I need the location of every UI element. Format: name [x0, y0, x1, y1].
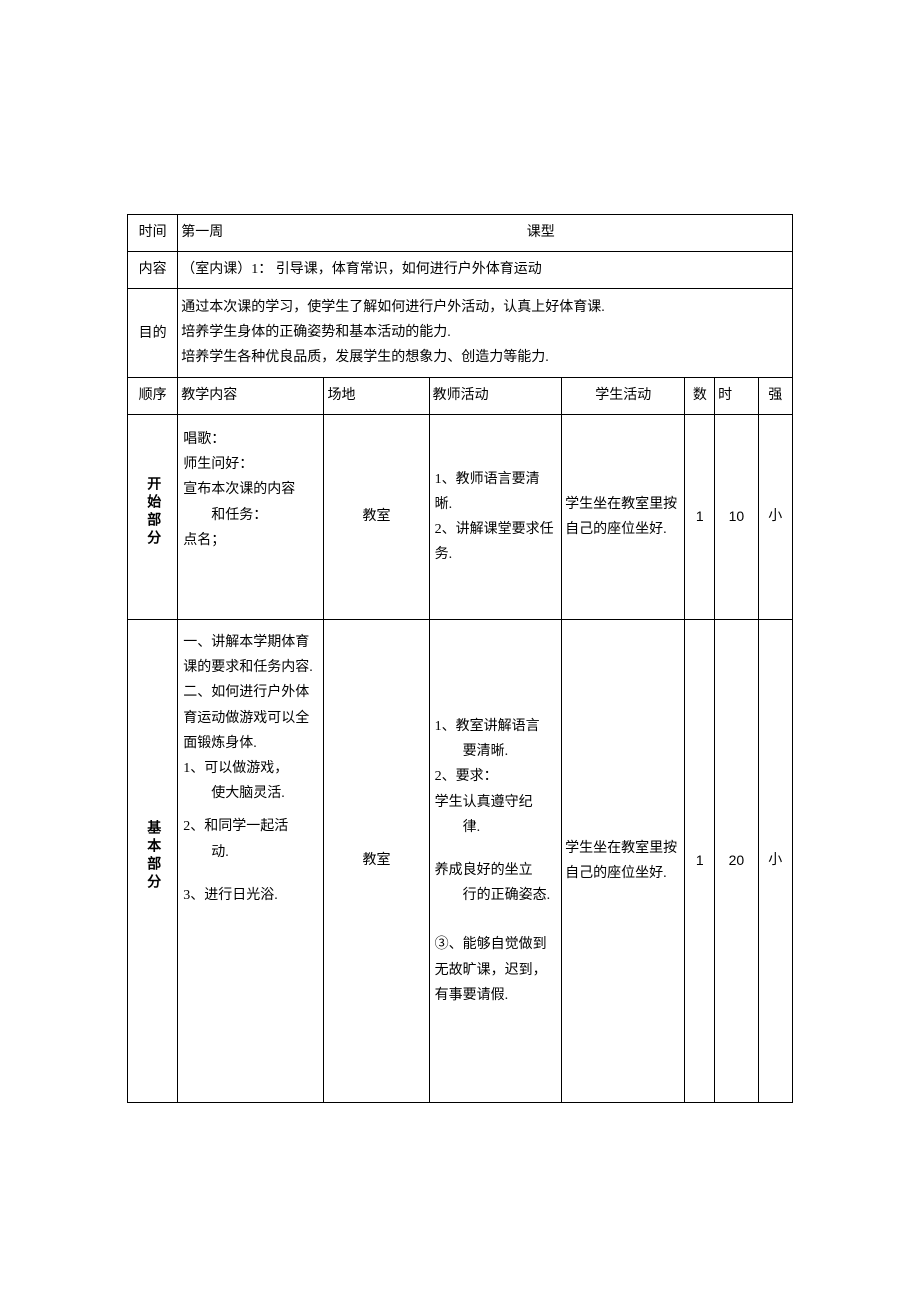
purpose-line-3: 培养学生各种优良品质，发展学生的想象力、创造力等能力. [181, 345, 789, 370]
cell-content-value: （室内课）1： 引导课，体育常识，如何进行户外体育运动 [178, 252, 793, 289]
start-section-text: 开始部分 [140, 476, 165, 548]
basic-teacher-l3a: 学生认真遵守纪 [435, 790, 557, 815]
basic-content: 一、讲解本学期体育课的要求和任务内容. 二、如何进行户外体育运动做游戏可以全面锻… [178, 620, 324, 1103]
lesson-plan-table: 时间 第一周 课型 内容 （室内课）1： 引导课，体育常识，如何进行户外体育运动… [127, 214, 793, 1103]
row-start-section: 开始部分 唱歌： 师生问好： 宣布本次课的内容 和任务： 点名； 教室 1、教师… [128, 415, 793, 620]
start-student: 学生坐在教室里按自己的座位坐好. [562, 415, 685, 620]
start-teacher-l2: 2、讲解课堂要求任务. [435, 517, 557, 567]
start-content-l3a: 宣布本次课的内容 [183, 477, 318, 502]
basic-content-l1: 一、讲解本学期体育课的要求和任务内容. [183, 630, 318, 680]
basic-place: 教室 [324, 620, 429, 1103]
row-purpose: 目的 通过本次课的学习，使学生了解如何进行户外活动，认真上好体育课. 培养学生身… [128, 289, 793, 378]
row-basic-section: 基本部分 一、讲解本学期体育课的要求和任务内容. 二、如何进行户外体育运动做游戏… [128, 620, 793, 1103]
header-teaching-content: 教学内容 [178, 378, 324, 415]
start-content-l2: 师生问好： [183, 452, 318, 477]
start-duration: 10 [715, 415, 758, 620]
basic-content-l4b: 动. [183, 840, 318, 865]
start-content-l3b: 和任务： [183, 503, 318, 528]
start-intensity: 小 [758, 415, 792, 620]
basic-duration: 20 [715, 620, 758, 1103]
start-teacher: 1、教师语言要清晰. 2、讲解课堂要求任务. [429, 415, 562, 620]
start-teacher-l1: 1、教师语言要清晰. [435, 467, 557, 517]
label-basic-section: 基本部分 [128, 620, 178, 1103]
label-course-type: 课型 [527, 220, 555, 245]
start-count: 1 [685, 415, 715, 620]
label-start-section: 开始部分 [128, 415, 178, 620]
basic-count: 1 [685, 620, 715, 1103]
basic-teacher-l4a: 养成良好的坐立 [435, 858, 557, 883]
basic-section-text: 基本部分 [140, 820, 165, 892]
row-column-headers: 顺序 教学内容 场地 教师活动 学生活动 数 时 强 [128, 378, 793, 415]
start-content-l4: 点名； [183, 528, 318, 553]
basic-content-l3b: 使大脑灵活. [183, 781, 318, 806]
cell-time-value: 第一周 课型 [178, 215, 793, 252]
label-purpose: 目的 [128, 289, 178, 378]
header-duration: 时 [715, 378, 758, 415]
start-content-l1: 唱歌： [183, 427, 318, 452]
start-place: 教室 [324, 415, 429, 620]
basic-content-l4a: 2、和同学一起活 [183, 814, 318, 839]
cell-purpose-value: 通过本次课的学习，使学生了解如何进行户外活动，认真上好体育课. 培养学生身体的正… [178, 289, 793, 378]
basic-content-l2: 二、如何进行户外体育运动做游戏可以全面锻炼身体. [183, 680, 318, 756]
basic-student: 学生坐在教室里按自己的座位坐好. [562, 620, 685, 1103]
basic-teacher-l2: 2、要求： [435, 764, 557, 789]
header-count: 数 [685, 378, 715, 415]
basic-content-l5: 3、进行日光浴. [183, 883, 318, 908]
basic-teacher-l4b: 行的正确姿态. [435, 883, 557, 908]
header-place: 场地 [324, 378, 429, 415]
header-order: 顺序 [128, 378, 178, 415]
header-intensity: 强 [758, 378, 792, 415]
basic-teacher: 1、教室讲解语言 要清晰. 2、要求： 学生认真遵守纪 律. 养成良好的坐立 行… [429, 620, 562, 1103]
start-content: 唱歌： 师生问好： 宣布本次课的内容 和任务： 点名； [178, 415, 324, 620]
label-content: 内容 [128, 252, 178, 289]
header-teacher-activity: 教师活动 [429, 378, 562, 415]
basic-teacher-l3b: 律. [435, 815, 557, 840]
time-value: 第一周 [181, 225, 223, 240]
row-time: 时间 第一周 课型 [128, 215, 793, 252]
row-content: 内容 （室内课）1： 引导课，体育常识，如何进行户外体育运动 [128, 252, 793, 289]
lesson-plan-page: 时间 第一周 课型 内容 （室内课）1： 引导课，体育常识，如何进行户外体育运动… [0, 0, 920, 1301]
basic-teacher-l1b: 要清晰. [435, 739, 557, 764]
purpose-line-1: 通过本次课的学习，使学生了解如何进行户外活动，认真上好体育课. [181, 295, 789, 320]
basic-teacher-l1a: 1、教室讲解语言 [435, 714, 557, 739]
purpose-line-2: 培养学生身体的正确姿势和基本活动的能力. [181, 320, 789, 345]
basic-content-l3a: 1、可以做游戏， [183, 756, 318, 781]
basic-teacher-l5: ③、能够自觉做到无故旷课，迟到，有事要请假. [435, 932, 557, 1008]
header-student-activity: 学生活动 [562, 378, 685, 415]
basic-intensity: 小 [758, 620, 792, 1103]
label-time: 时间 [128, 215, 178, 252]
